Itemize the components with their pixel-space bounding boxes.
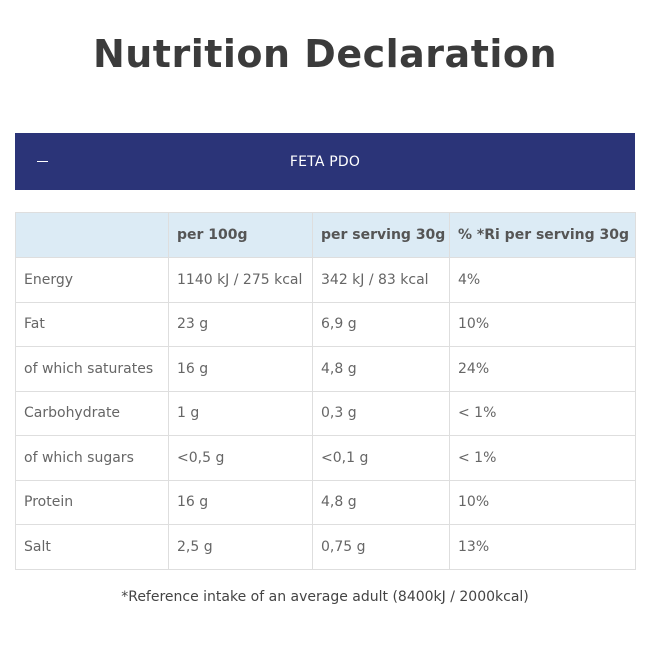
nutrient-name: of which sugars [15, 435, 169, 481]
table-row: Energy 1140 kJ / 275 kcal 342 kJ / 83 kc… [15, 257, 636, 303]
nutrient-name: of which saturates [15, 346, 169, 392]
table-row: of which sugars <0,5 g <0,1 g < 1% [15, 435, 636, 481]
value-ri-percent: < 1% [449, 435, 636, 481]
value-per-serving: 0,3 g [312, 390, 450, 436]
value-per-serving: 0,75 g [312, 524, 450, 570]
table-header-row: per 100g per serving 30g % *Ri per servi… [15, 212, 636, 258]
nutrient-name: Energy [15, 257, 169, 303]
page-title: Nutrition Declaration [92, 32, 558, 76]
value-ri-percent: 4% [449, 257, 636, 303]
value-per-100g: <0,5 g [168, 435, 313, 481]
table-row: of which saturates 16 g 4,8 g 24% [15, 346, 636, 392]
nutrient-name: Salt [15, 524, 169, 570]
value-ri-percent: 10% [449, 301, 636, 347]
accordion-title: FETA PDO [289, 153, 361, 170]
value-per-serving: <0,1 g [312, 435, 450, 481]
value-ri-percent: 10% [449, 479, 636, 525]
value-per-serving: 342 kJ / 83 kcal [312, 257, 450, 303]
column-header-nutrient [15, 212, 169, 258]
value-ri-percent: 24% [449, 346, 636, 392]
minus-icon[interactable] [30, 133, 54, 190]
table-row: Fat 23 g 6,9 g 10% [15, 301, 636, 347]
column-header-per-serving: per serving 30g [312, 212, 450, 258]
table-row: Carbohydrate 1 g 0,3 g < 1% [15, 390, 636, 436]
accordion-header-feta-pdo[interactable]: FETA PDO [15, 133, 635, 190]
value-per-100g: 1140 kJ / 275 kcal [168, 257, 313, 303]
value-per-serving: 4,8 g [312, 479, 450, 525]
value-per-100g: 2,5 g [168, 524, 313, 570]
value-per-100g: 1 g [168, 390, 313, 436]
nutrient-name: Protein [15, 479, 169, 525]
minus-icon-bar [36, 160, 48, 163]
value-per-serving: 4,8 g [312, 346, 450, 392]
table-row: Protein 16 g 4,8 g 10% [15, 479, 636, 525]
nutrition-table: per 100g per serving 30g % *Ri per servi… [15, 212, 636, 570]
reference-intake-footnote: *Reference intake of an average adult (8… [121, 589, 529, 605]
column-header-ri-percent: % *Ri per serving 30g [449, 212, 636, 258]
nutrient-name: Fat [15, 301, 169, 347]
table-row: Salt 2,5 g 0,75 g 13% [15, 524, 636, 570]
value-per-100g: 23 g [168, 301, 313, 347]
column-header-per-100g: per 100g [168, 212, 313, 258]
value-ri-percent: 13% [449, 524, 636, 570]
value-ri-percent: < 1% [449, 390, 636, 436]
nutrient-name: Carbohydrate [15, 390, 169, 436]
value-per-100g: 16 g [168, 479, 313, 525]
value-per-serving: 6,9 g [312, 301, 450, 347]
value-per-100g: 16 g [168, 346, 313, 392]
